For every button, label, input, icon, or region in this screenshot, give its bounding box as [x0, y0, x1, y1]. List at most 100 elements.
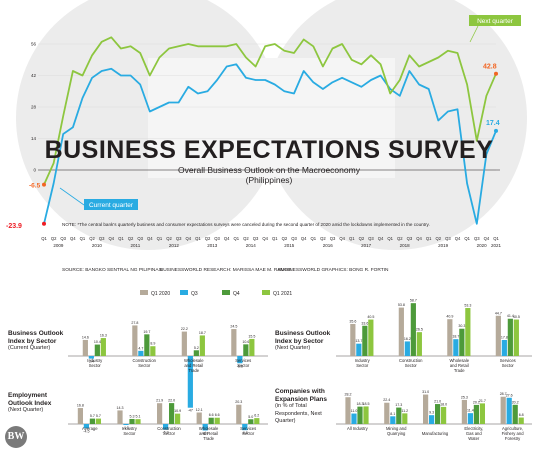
- bar-value-label: 22.4: [383, 398, 390, 402]
- panel-1-title-text: Business Outlook Index by Sector: [8, 330, 64, 345]
- bar: [237, 356, 243, 364]
- bar-value-label: 10.9: [174, 409, 181, 413]
- bar: [157, 403, 163, 424]
- category-label: and Retail: [199, 431, 218, 436]
- category-label: Quarrying: [387, 431, 406, 436]
- bar: [441, 406, 447, 424]
- category-label: Trade: [203, 436, 214, 441]
- panel-1-title: Business Outlook Index by Sector (Curren…: [8, 330, 66, 353]
- x-quarter-label: Q1: [310, 236, 316, 241]
- bar-value-label: 40.9: [446, 315, 453, 319]
- bar-value-label: 10.6: [242, 340, 249, 344]
- bar-value-label: 4.7: [138, 346, 143, 350]
- bar-value-label: 6.8: [519, 413, 524, 417]
- bar: [459, 328, 465, 356]
- bar-value-label: -1.1: [123, 426, 129, 430]
- bar-value-label: 19.7: [143, 330, 150, 334]
- x-quarter-label: Q1: [234, 236, 240, 241]
- x-quarter-label: Q3: [137, 236, 143, 241]
- bar-value-label: 40.5: [367, 315, 374, 319]
- bar-value-label: 16.3: [100, 334, 107, 338]
- bar-value-label: 6.6: [209, 413, 214, 417]
- bar: [123, 424, 129, 426]
- bar-value-label: 20.2: [512, 400, 519, 404]
- legend-swatch: [180, 290, 188, 295]
- x-quarter-label: Q1: [464, 236, 470, 241]
- bar-value-label: -6.6: [237, 364, 243, 368]
- next-quarter-line: [43, 36, 497, 185]
- bar-value-label: 6.2: [254, 414, 259, 418]
- bar-value-label: 21.9: [156, 399, 163, 403]
- category-label: Sector: [163, 431, 176, 436]
- x-year-label: 2020: [477, 243, 488, 248]
- panel-4-subtitle: (in % of Total Respondents, Next Quarter…: [275, 403, 322, 424]
- bar-value-label: 40.5: [513, 315, 520, 319]
- bar: [150, 346, 156, 356]
- graphics-credit: BUSINESSWORLD GRAPHICS: BONG R. FORTIN: [278, 268, 389, 273]
- research-credit: BUSINESSWORLD RESEARCH: MARISSA MAE M. R…: [160, 268, 292, 273]
- bar: [249, 338, 255, 356]
- next-quarter-callout-box: [469, 15, 521, 26]
- bar: [144, 334, 150, 356]
- current-min-value: -23.9: [6, 223, 22, 230]
- bar-value-label: 8.1: [390, 412, 395, 416]
- x-quarter-label: Q4: [224, 236, 230, 241]
- bar-value-label: 18.5: [363, 402, 370, 406]
- x-quarter-label: Q2: [166, 236, 172, 241]
- bar: [236, 404, 242, 424]
- category-label: Agriculture,: [502, 426, 523, 431]
- chart-subtitle-2: (Philippines): [245, 175, 293, 185]
- bar: [95, 418, 101, 424]
- bar: [248, 419, 254, 424]
- bar: [507, 318, 513, 356]
- bar-value-label: 12.1: [196, 408, 203, 412]
- bar: [416, 332, 422, 356]
- legend-swatch: [222, 290, 230, 295]
- x-quarter-label: Q4: [262, 236, 268, 241]
- x-quarter-label: Q1: [157, 236, 163, 241]
- x-quarter-label: Q1: [41, 236, 47, 241]
- next-quarter-callout-leader: [469, 25, 479, 43]
- bar-value-label: 17.8: [501, 335, 508, 339]
- category-label: Sector: [138, 363, 151, 368]
- bar: [423, 394, 429, 424]
- x-quarter-label: Q1: [80, 236, 86, 241]
- bar-value-label: 5.7: [96, 414, 101, 418]
- x-quarter-label: Q1: [272, 236, 278, 241]
- x-quarter-label: Q2: [320, 236, 326, 241]
- bar-value-label: 16.2: [404, 337, 411, 341]
- current-last-value: 17.4: [486, 120, 500, 127]
- bar-value-label: 11.2: [401, 409, 408, 413]
- category-label: Trade: [188, 368, 199, 373]
- current-quarter-callout-leader: [59, 187, 85, 206]
- x-quarter-label: Q4: [147, 236, 153, 241]
- bar-value-label: 16.8: [77, 404, 84, 408]
- bar: [193, 350, 199, 356]
- panel-2-subtitle: (Next Quarter): [275, 345, 311, 351]
- bar-value-label: 28.2: [345, 393, 352, 397]
- category-label: Manufacturing: [422, 431, 449, 436]
- bar: [402, 413, 408, 424]
- chart-title: BUSINESS EXPECTATIONS SURVEY: [44, 136, 494, 164]
- x-year-label: 2012: [169, 243, 180, 248]
- y-tick-label: 42: [31, 73, 37, 78]
- category-label: Construction: [132, 358, 156, 363]
- bar-value-label: 28.7: [500, 392, 507, 396]
- category-label: Services: [235, 358, 251, 363]
- source-credit: SOURCE: BANGKO SENTRAL NG PILIPINAS: [62, 268, 162, 273]
- x-year-label: 2016: [323, 243, 334, 248]
- bar-value-label: -47: [188, 409, 193, 413]
- bar: [512, 404, 518, 424]
- legend-label: Q1 2020: [151, 291, 170, 297]
- bar: [117, 410, 123, 424]
- legend-swatch: [262, 290, 270, 295]
- bar-value-label: 21.7: [479, 399, 486, 403]
- bar: [435, 404, 441, 424]
- bar-value-label: 26.5: [416, 328, 423, 332]
- bar-value-label: 5.3: [130, 414, 135, 418]
- x-quarter-label: Q1: [349, 236, 355, 241]
- bar: [396, 407, 402, 424]
- bar-value-label: 22.0: [168, 399, 175, 403]
- category-label: Sector: [237, 363, 250, 368]
